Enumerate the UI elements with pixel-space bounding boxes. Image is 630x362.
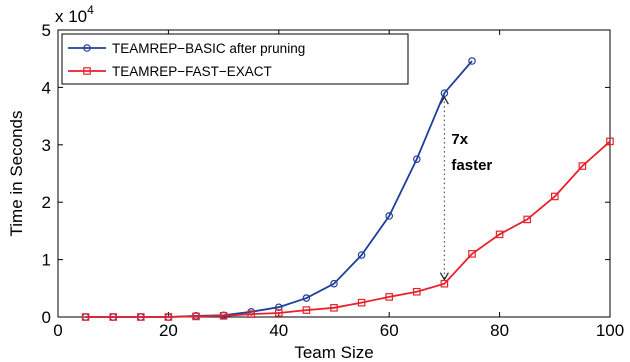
data-point (302, 294, 311, 302)
data-point (440, 89, 449, 97)
data-point (413, 287, 421, 296)
tick-labels: 0 20 40 60 80 100 0 1 2 3 4 5 (42, 21, 625, 340)
y-axis-multiplier: x 104 (55, 3, 94, 26)
data-point (192, 312, 200, 321)
data-point (330, 304, 338, 312)
y-tick-label: 1 (42, 251, 51, 270)
legend-box (61, 33, 409, 85)
series (81, 57, 614, 321)
data-point (219, 312, 228, 320)
y-tick-label: 0 (42, 308, 51, 327)
legend-marker (83, 67, 91, 75)
data-point (606, 137, 614, 146)
y-multiplier-base: x 10 (55, 7, 87, 26)
data-point (274, 303, 283, 312)
x-tick-label: 60 (380, 321, 399, 340)
legend: TEAMREP−BASIC after pruning TEAMREP−FAST−… (61, 33, 409, 85)
data-point (468, 57, 476, 65)
legend-item: TEAMREP−BASIC after pruning (68, 41, 305, 56)
data-point (109, 313, 118, 321)
annotation-text-line1: 7x (451, 131, 468, 148)
series-2 (81, 137, 614, 321)
data-point (495, 230, 504, 239)
data-point (275, 309, 283, 317)
y-tick-label: 3 (42, 136, 51, 155)
data-point (81, 313, 90, 321)
data-point (412, 155, 421, 163)
data-point (468, 250, 476, 258)
plot-frame (57, 29, 611, 318)
x-axis-label: Team Size (294, 343, 373, 362)
legend-item: TEAMREP−FAST−EXACT (68, 64, 272, 79)
data-point (523, 215, 532, 224)
y-tick-label: 5 (42, 21, 51, 40)
x-tick-label: 0 (53, 321, 62, 340)
series-line (85, 140, 611, 318)
data-point (164, 313, 173, 321)
data-point (578, 162, 587, 170)
data-point (385, 212, 394, 220)
legend-label: TEAMREP−FAST−EXACT (112, 64, 272, 79)
series-line (85, 60, 473, 318)
annotation: 7x faster (439, 95, 492, 281)
annotation-text-line2: faster (451, 157, 492, 174)
x-tick-label: 80 (490, 321, 509, 340)
y-axis-label: Time in Seconds (7, 111, 26, 237)
data-point (550, 192, 559, 201)
data-point (247, 310, 256, 318)
x-tick-label: 40 (269, 321, 288, 340)
data-point (357, 298, 366, 307)
legend-label: TEAMREP−BASIC after pruning (112, 41, 305, 56)
x-tick-label: 20 (159, 321, 178, 340)
data-point (330, 279, 338, 288)
data-point (357, 251, 366, 259)
x-tick-label: 100 (596, 321, 624, 340)
y-multiplier-exponent: 4 (87, 3, 94, 17)
data-point (385, 293, 394, 301)
y-tick-label: 4 (42, 78, 51, 97)
annotation-arrowhead-bottom (439, 272, 449, 281)
series-1 (81, 57, 476, 321)
legend-marker (83, 44, 91, 52)
data-point (440, 279, 449, 288)
data-point (137, 313, 145, 321)
data-point (302, 306, 311, 314)
y-tick-label: 2 (42, 193, 51, 212)
